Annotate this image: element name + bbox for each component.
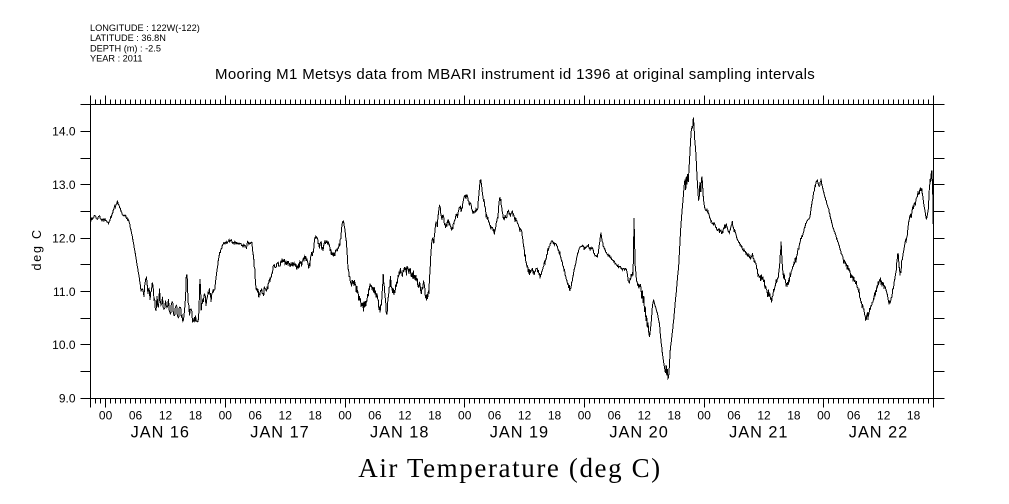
- svg-text:06: 06: [727, 409, 741, 423]
- svg-text:00: 00: [817, 409, 831, 423]
- svg-text:06: 06: [129, 409, 143, 423]
- svg-text:JAN 21: JAN 21: [729, 424, 788, 442]
- svg-text:06: 06: [249, 409, 263, 423]
- svg-text:DEPTH (m) : -2.5: DEPTH (m) : -2.5: [90, 43, 161, 53]
- svg-text:YEAR : 2011: YEAR : 2011: [90, 54, 142, 64]
- svg-text:LONGITUDE : 122W(-122): LONGITUDE : 122W(-122): [90, 23, 200, 33]
- svg-text:LATITUDE : 36.8N: LATITUDE : 36.8N: [90, 33, 166, 43]
- svg-text:JAN 19: JAN 19: [490, 424, 549, 442]
- svg-text:00: 00: [578, 409, 592, 423]
- svg-text:18: 18: [428, 409, 442, 423]
- svg-text:06: 06: [847, 409, 861, 423]
- svg-text:12: 12: [877, 409, 891, 423]
- svg-text:JAN 22: JAN 22: [849, 424, 908, 442]
- svg-text:06: 06: [608, 409, 622, 423]
- svg-text:12: 12: [638, 409, 652, 423]
- svg-text:00: 00: [219, 409, 233, 423]
- svg-text:12: 12: [279, 409, 293, 423]
- svg-text:14.0: 14.0: [52, 125, 76, 139]
- svg-text:12.0: 12.0: [52, 231, 76, 245]
- svg-text:06: 06: [368, 409, 382, 423]
- svg-text:18: 18: [907, 409, 921, 423]
- svg-text:18: 18: [189, 409, 203, 423]
- svg-text:JAN 20: JAN 20: [609, 424, 668, 442]
- svg-text:JAN 18: JAN 18: [370, 424, 429, 442]
- svg-text:18: 18: [308, 409, 322, 423]
- svg-text:13.0: 13.0: [52, 178, 76, 192]
- svg-text:12: 12: [757, 409, 771, 423]
- svg-text:12: 12: [398, 409, 412, 423]
- svg-text:06: 06: [488, 409, 502, 423]
- svg-text:10.0: 10.0: [52, 338, 76, 352]
- svg-text:deg C: deg C: [30, 228, 44, 270]
- svg-text:11.0: 11.0: [53, 285, 76, 299]
- svg-text:9.0: 9.0: [59, 392, 76, 406]
- svg-text:Mooring M1 Metsys data from MB: Mooring M1 Metsys data from MBARI instru…: [215, 66, 815, 83]
- svg-text:18: 18: [787, 409, 801, 423]
- svg-text:00: 00: [697, 409, 711, 423]
- svg-text:JAN 17: JAN 17: [250, 424, 309, 442]
- svg-text:12: 12: [159, 409, 173, 423]
- svg-text:12: 12: [518, 409, 532, 423]
- svg-text:Air Temperature (deg C): Air Temperature (deg C): [358, 453, 662, 483]
- svg-text:18: 18: [668, 409, 682, 423]
- svg-text:00: 00: [99, 409, 113, 423]
- svg-text:00: 00: [338, 409, 352, 423]
- svg-text:JAN 16: JAN 16: [131, 424, 190, 442]
- svg-text:18: 18: [548, 409, 562, 423]
- svg-text:00: 00: [458, 409, 472, 423]
